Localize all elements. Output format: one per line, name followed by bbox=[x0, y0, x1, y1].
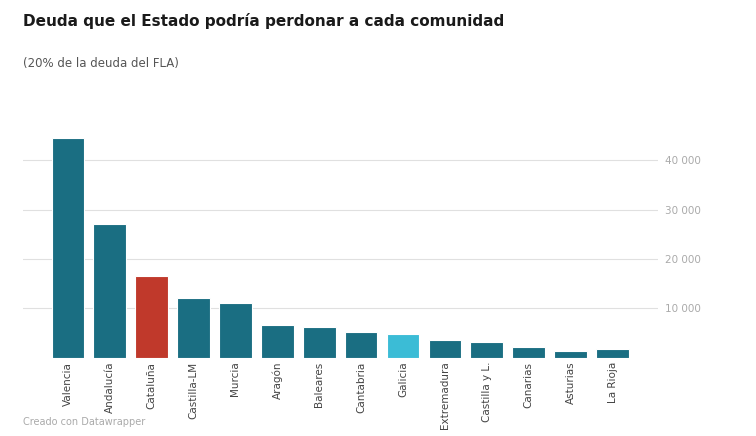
Bar bbox=[513, 347, 545, 358]
Bar bbox=[596, 349, 629, 358]
Bar bbox=[261, 326, 293, 358]
Bar bbox=[51, 138, 84, 358]
Bar bbox=[135, 276, 168, 358]
Bar bbox=[554, 351, 587, 358]
Text: Deuda que el Estado podría perdonar a cada comunidad: Deuda que el Estado podría perdonar a ca… bbox=[23, 13, 504, 29]
Bar bbox=[219, 303, 252, 358]
Text: Creado con Datawrapper: Creado con Datawrapper bbox=[23, 417, 145, 427]
Text: (20% de la deuda del FLA): (20% de la deuda del FLA) bbox=[23, 57, 178, 70]
Bar bbox=[429, 340, 461, 358]
Bar bbox=[94, 225, 126, 358]
Bar bbox=[345, 332, 377, 358]
Bar bbox=[470, 342, 503, 358]
Bar bbox=[177, 298, 210, 358]
Bar bbox=[387, 334, 420, 358]
Bar bbox=[303, 327, 336, 358]
